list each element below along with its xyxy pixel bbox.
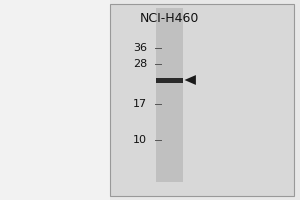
Text: 28: 28 [133, 59, 147, 69]
Bar [110, 4, 294, 196]
Bar [0, 0, 110, 200]
Text: 10: 10 [133, 135, 147, 145]
Bar [156, 77, 183, 82]
Text: NCI-H460: NCI-H460 [140, 12, 199, 25]
Polygon shape [184, 75, 196, 85]
Bar [156, 8, 183, 182]
Text: 17: 17 [133, 99, 147, 109]
Text: 36: 36 [133, 43, 147, 53]
